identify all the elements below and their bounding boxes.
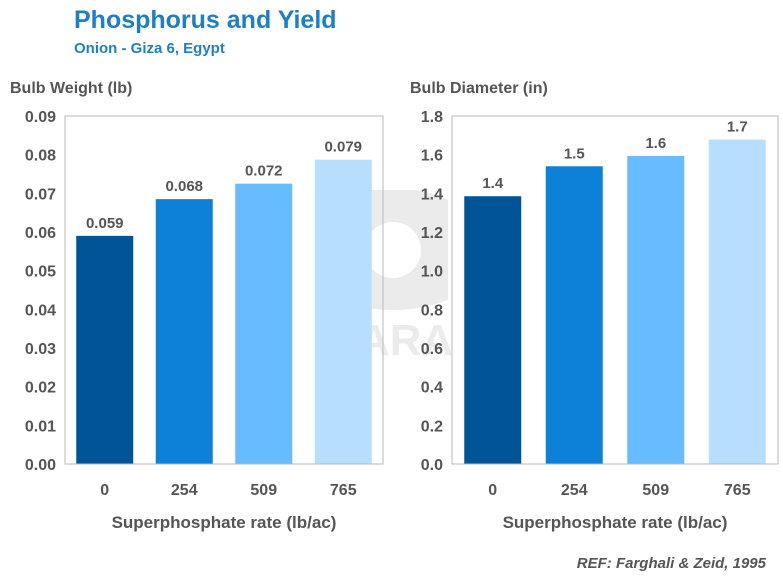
bulb-diameter-chart: Bulb Diameter (in) 0.0 0.2 0.4 0.6 0.8 1.0 1.2… <box>410 80 779 532</box>
y-tick-label: 0.04 <box>25 302 56 319</box>
bar-509 <box>627 156 685 464</box>
bar-765 <box>708 139 766 464</box>
page-title: Phosphorus and Yield <box>74 6 337 34</box>
data-label: 1.5 <box>564 145 585 162</box>
x-axis-label: Superphosphate rate (lb/ac) <box>112 513 337 532</box>
y-tick-label: 1.2 <box>421 225 443 242</box>
data-label: 0.068 <box>165 178 203 195</box>
y-tick-label: 0.06 <box>25 225 56 242</box>
y-tick-label: 0.07 <box>25 186 56 203</box>
bar-0 <box>464 196 522 464</box>
y-tick-label: 0.4 <box>421 380 443 397</box>
bar-0 <box>76 235 134 464</box>
y-tick-label: 0.08 <box>25 148 56 165</box>
data-label: 0.079 <box>324 139 362 156</box>
data-label: 0.059 <box>86 215 124 232</box>
bar-509 <box>235 183 293 464</box>
x-tick-label: 254 <box>171 482 198 499</box>
y-tick-label: 1.8 <box>421 109 443 126</box>
y-tick-label: 1.6 <box>421 148 443 165</box>
bar-765 <box>314 159 372 464</box>
y-axis-label: Bulb Diameter (in) <box>410 80 548 97</box>
data-label: 1.7 <box>727 119 748 136</box>
y-tick-label: 0.01 <box>25 418 56 435</box>
plot-area-frame <box>64 115 384 465</box>
x-tick-label: 0 <box>100 482 109 499</box>
y-tick-label: 0.03 <box>25 341 56 358</box>
plot-area-frame <box>451 115 779 465</box>
x-axis-label: Superphosphate rate (lb/ac) <box>503 513 728 532</box>
x-tick-label: 254 <box>561 482 588 499</box>
bar-254 <box>155 199 213 464</box>
y-tick-label: 0.05 <box>25 264 56 281</box>
y-tick-label: 0.2 <box>421 418 443 435</box>
bar-254 <box>545 166 603 464</box>
y-tick-label: 0.09 <box>25 109 56 126</box>
y-tick-label: 1.0 <box>421 264 443 281</box>
y-tick-label: 1.4 <box>421 186 443 203</box>
bulb-weight-chart: Bulb Weight (lb) 0.00 0.01 0.02 0.03 0.04 0.0… <box>10 80 384 532</box>
page-subtitle: Onion - Giza 6, Egypt <box>74 40 225 57</box>
y-tick-label: 0.8 <box>421 302 443 319</box>
reference-note: REF: Farghali & Zeid, 1995 <box>576 555 766 572</box>
x-tick-label: 0 <box>488 482 497 499</box>
x-tick-label: 509 <box>642 482 669 499</box>
y-tick-label: 0.00 <box>25 457 56 474</box>
y-tick-label: 0.02 <box>25 380 56 397</box>
data-label: 0.072 <box>245 163 283 180</box>
x-tick-label: 765 <box>724 482 751 499</box>
y-tick-label: 0.0 <box>421 457 443 474</box>
y-axis-label: Bulb Weight (lb) <box>10 80 132 97</box>
data-label: 1.4 <box>482 175 504 192</box>
y-tick-label: 0.6 <box>421 341 443 358</box>
data-label: 1.6 <box>645 135 666 152</box>
x-tick-label: 765 <box>330 482 357 499</box>
x-tick-label: 509 <box>250 482 277 499</box>
